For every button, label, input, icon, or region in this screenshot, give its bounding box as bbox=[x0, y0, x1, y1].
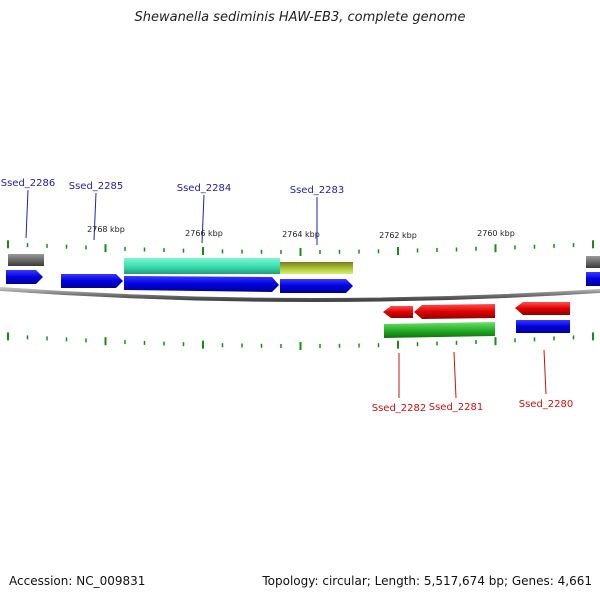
tick-marks-upper bbox=[7, 240, 594, 256]
gene-feature bbox=[586, 256, 600, 268]
cds-arrow-reverse bbox=[383, 306, 413, 318]
gene-label: Ssed_2281 bbox=[429, 402, 484, 413]
genome-backbone bbox=[0, 287, 600, 303]
genome-summary-text: Topology: circular; Length: 5,517,674 bp… bbox=[262, 574, 592, 588]
gene-label: Ssed_2285 bbox=[69, 181, 124, 192]
gene-label: Ssed_2280 bbox=[519, 399, 574, 410]
gene-feature bbox=[8, 254, 44, 266]
map-title: Shewanella sediminis HAW-EB3, complete g… bbox=[134, 10, 466, 25]
kbp-label: 2762 kbp bbox=[379, 231, 417, 240]
gene-label: Ssed_2284 bbox=[177, 183, 232, 194]
cds-arrow-reverse bbox=[414, 304, 495, 319]
rna-feature bbox=[384, 322, 495, 338]
gene-label: Ssed_2282 bbox=[372, 403, 427, 414]
gene-label: Ssed_2283 bbox=[290, 185, 345, 196]
kbp-label: 2768 kbp bbox=[87, 225, 125, 234]
kbp-label: 2764 kbp bbox=[282, 230, 320, 239]
gene-feature bbox=[280, 262, 353, 274]
callout-line bbox=[93, 192, 97, 241]
callout-line bbox=[201, 194, 205, 244]
cds-arrow-forward bbox=[280, 279, 353, 293]
kbp-label: 2760 kbp bbox=[477, 229, 515, 238]
gene-feature bbox=[516, 320, 570, 333]
callout-line bbox=[25, 189, 29, 239]
kbp-label: 2766 kbp bbox=[185, 229, 223, 238]
cds-arrow-reverse bbox=[515, 302, 570, 315]
gene-label: Ssed_2286 bbox=[1, 178, 56, 189]
accession-text: Accession: NC_009831 bbox=[9, 574, 146, 588]
cds-arrow-forward bbox=[61, 274, 123, 288]
tick-marks-lower bbox=[7, 332, 594, 350]
cds-arrow-forward bbox=[124, 276, 279, 292]
cds-arrow-forward bbox=[586, 272, 600, 286]
cds-arrow-forward bbox=[6, 270, 43, 284]
gene-feature bbox=[124, 258, 280, 274]
callout-line bbox=[543, 349, 547, 395]
callout-line bbox=[453, 351, 457, 399]
